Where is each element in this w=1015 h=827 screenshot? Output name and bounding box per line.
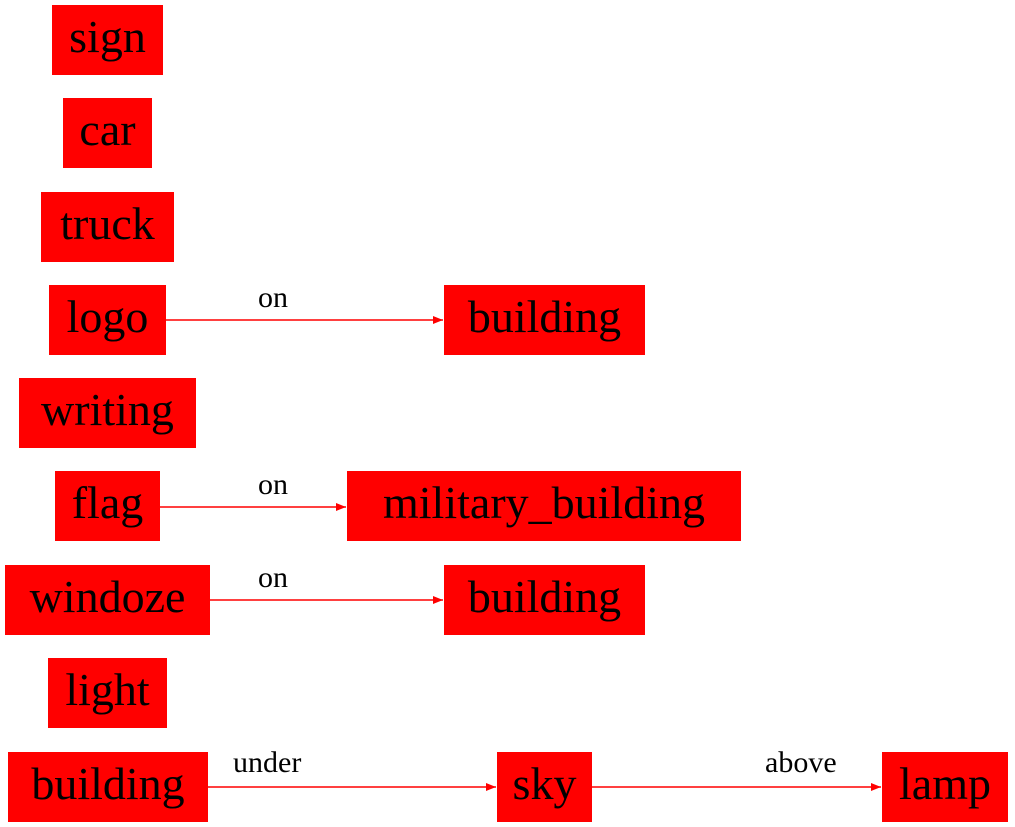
node-windoze: windoze bbox=[5, 565, 210, 635]
node-building-logo-target-label: building bbox=[467, 291, 622, 342]
node-windoze-label: windoze bbox=[29, 571, 186, 622]
node-writing-label: writing bbox=[41, 384, 174, 435]
node-truck-label: truck bbox=[60, 198, 155, 249]
node-light-label: light bbox=[65, 664, 150, 715]
node-logo: logo bbox=[49, 285, 166, 355]
node-building-root: building bbox=[8, 752, 208, 822]
node-sky-label: sky bbox=[512, 758, 577, 809]
node-building-root-label: building bbox=[31, 758, 185, 809]
node-flag-label: flag bbox=[71, 477, 144, 528]
node-military-building: military_building bbox=[347, 471, 741, 541]
node-light: light bbox=[48, 658, 167, 728]
edge-label-logo-building: on bbox=[258, 281, 288, 314]
node-sign: sign bbox=[52, 5, 163, 75]
node-lamp-label: lamp bbox=[899, 758, 991, 809]
edge-label-sky-lamp: above bbox=[765, 746, 837, 779]
node-flag: flag bbox=[55, 471, 160, 541]
node-lamp: lamp bbox=[882, 752, 1008, 822]
node-car: car bbox=[63, 98, 152, 168]
node-car-label: car bbox=[79, 104, 136, 155]
node-sky: sky bbox=[497, 752, 592, 822]
node-military-building-label: military_building bbox=[383, 477, 705, 528]
node-truck: truck bbox=[41, 192, 174, 262]
edge-label-windoze-building: on bbox=[258, 561, 288, 594]
node-logo-label: logo bbox=[66, 291, 149, 342]
edge-label-building-sky: under bbox=[233, 746, 302, 779]
node-building-windoze-target-label: building bbox=[467, 571, 622, 622]
node-building-logo-target: building bbox=[444, 285, 645, 355]
node-building-windoze-target: building bbox=[444, 565, 645, 635]
edge-label-flag-military-building: on bbox=[258, 468, 288, 501]
node-writing: writing bbox=[19, 378, 196, 448]
node-sign-label: sign bbox=[69, 11, 146, 62]
